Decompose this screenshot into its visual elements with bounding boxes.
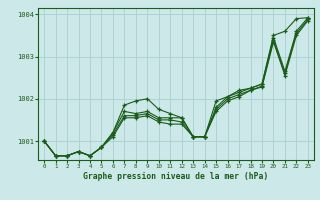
X-axis label: Graphe pression niveau de la mer (hPa): Graphe pression niveau de la mer (hPa) <box>84 172 268 181</box>
